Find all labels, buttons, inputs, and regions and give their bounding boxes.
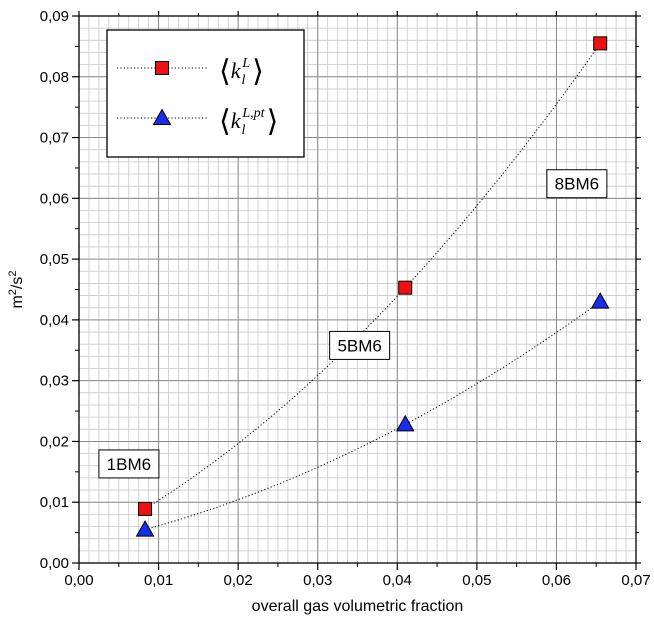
legend: ⟨klL⟩ ⟨klL,pt⟩ (106, 29, 305, 158)
x-tick-label: 0,05 (462, 572, 491, 589)
annotation-frame (546, 169, 608, 199)
legend-frame (106, 29, 305, 158)
x-tick-label: 0,02 (224, 572, 253, 589)
x-tick-label: 0,00 (64, 572, 93, 589)
y-tick-label: 0,05 (40, 251, 69, 268)
axis-ticks (72, 11, 641, 570)
trend-curve-square (144, 43, 601, 510)
x-tick-label: 0,06 (542, 572, 571, 589)
y-tick-label: 0,08 (40, 69, 69, 86)
y-tick-label: 0,00 (40, 555, 69, 572)
data-point-triangle (395, 414, 415, 432)
dotted-trend-lines (144, 43, 601, 531)
major-grid (79, 16, 636, 563)
annotations: 1BM6 5BM6 8BM6 (98, 169, 608, 479)
y-tick-label: 0,01 (40, 494, 69, 511)
annotation-label: 8BM6 (555, 175, 599, 194)
y-tick-label: 0,03 (40, 373, 69, 390)
x-tick-label: 0,01 (144, 572, 173, 589)
y-axis-title: m2/s2 (7, 270, 26, 308)
annotation-box: 5BM6 (329, 330, 391, 360)
legend-label: ⟨klL⟩ (219, 55, 264, 88)
y-tick-label: 0,07 (40, 130, 69, 147)
x-tick-label: 0,07 (621, 572, 650, 589)
annotation-box: 8BM6 (546, 169, 608, 199)
data-point-square (138, 501, 153, 516)
data-point-square (593, 36, 608, 51)
data-point-square (398, 280, 413, 295)
legend-label: ⟨klL,pt⟩ (219, 105, 278, 138)
x-axis-title: overall gas volumetric fraction (252, 598, 464, 615)
legend-marker-square (155, 61, 169, 75)
x-tick-label: 0,03 (303, 572, 332, 589)
annotation-frame (329, 330, 391, 360)
annotation-frame (98, 449, 160, 479)
annotation-box: 1BM6 (98, 449, 160, 479)
y-tick-label: 0,04 (40, 312, 69, 329)
annotation-label: 1BM6 (107, 455, 151, 474)
y-tick-label: 0,09 (40, 8, 69, 25)
data-point-triangle (590, 292, 610, 309)
data-point-triangle (135, 520, 155, 537)
data-markers (135, 36, 610, 537)
annotation-label: 5BM6 (337, 336, 381, 355)
x-tick-label: 0,04 (383, 572, 412, 589)
tick-labels: 0,00 0,01 0,02 0,03 0,04 0,05 0,06 0,07 0,00 0,01… (40, 8, 651, 589)
y-tick-label: 0,02 (40, 433, 69, 450)
legend-marker-triangle (152, 108, 172, 125)
y-tick-label: 0,06 (40, 190, 69, 207)
